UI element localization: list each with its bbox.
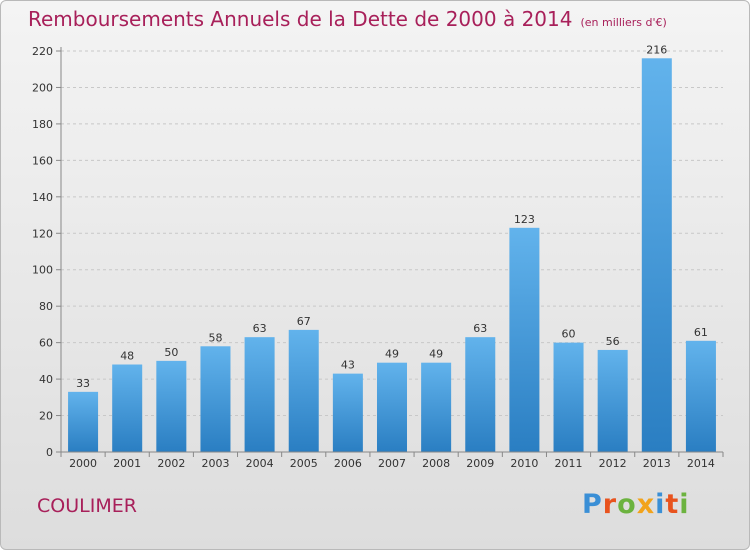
bar [509,227,540,452]
bar [112,364,143,452]
bars: 33 48 50 58 63 67 43 49 49 63 123 60 56 216 61 [68,43,716,453]
chart-title: Remboursements Annuels de la Dette de 20… [28,7,573,31]
chart-subtitle: (en milliers d'€) [580,16,667,29]
data-label: 63 [473,322,487,335]
logo-letter: i [655,489,666,520]
y-tick-label: 100 [32,264,53,277]
data-label: 216 [646,43,667,56]
y-tick-label: 180 [32,118,53,131]
bar [376,362,408,452]
y-tick-label: 40 [39,373,53,386]
data-label: 61 [694,326,708,339]
y-tick-label: 160 [32,154,53,167]
data-label: 43 [341,359,355,372]
title-row: Remboursements Annuels de la Dette de 20… [28,7,667,31]
x-tick-label: 2000 [69,457,97,470]
data-label: 56 [606,335,620,348]
x-tick-label: 2009 [466,457,494,470]
x-tick-label: 2006 [334,457,362,470]
bar [421,362,452,452]
data-label: 123 [514,213,535,226]
axes: 0 20 40 60 80 100 120 140 160 180 200 220 2000 2001 20… [32,45,724,470]
logo-letter: o [617,489,637,520]
proxiti-logo: Proxiti [582,489,690,520]
x-tick-label: 2010 [510,457,538,470]
bar [685,340,716,452]
x-tick-label: 2003 [201,457,229,470]
bar [641,58,672,453]
bar [597,349,628,452]
bar [332,373,363,452]
bar [200,346,231,452]
bar [465,337,496,452]
x-tick-label: 2008 [422,457,450,470]
y-tick-label: 120 [32,227,53,240]
x-tick-label: 2013 [643,457,671,470]
bar [156,360,187,452]
y-tick-label: 20 [39,410,53,423]
commune-name: COULIMER [37,495,137,517]
logo-letter: t [665,489,680,520]
y-tick-label: 220 [32,45,53,58]
y-tick-label: 140 [32,191,53,204]
y-tick-label: 0 [46,446,53,459]
data-label: 33 [76,377,90,390]
y-tick-label: 200 [32,81,53,94]
x-tick-label: 2007 [378,457,406,470]
x-tick-label: 2005 [290,457,318,470]
data-label: 58 [208,331,222,344]
logo-letter: x [636,489,656,520]
logo-letter: P [582,489,603,520]
bar [244,337,275,452]
bar [553,342,584,452]
data-label: 49 [385,348,399,361]
bar-chart: 33 48 50 58 63 67 43 49 49 63 123 60 56 216 61 0 20 40 60… [32,43,724,470]
bar [288,329,319,452]
x-tick-label: 2011 [555,457,583,470]
logo-letter: i [679,489,690,520]
y-tick-label: 80 [39,300,53,313]
logo-letter: r [602,489,618,520]
data-label: 63 [253,322,267,335]
data-label: 50 [164,346,178,359]
x-tick-label: 2012 [599,457,627,470]
bar [68,391,99,452]
y-tick-label: 60 [39,337,53,350]
data-label: 67 [297,315,311,328]
x-tick-label: 2004 [246,457,274,470]
data-label: 48 [120,350,134,363]
data-label: 60 [562,328,576,341]
data-label: 49 [429,348,443,361]
x-tick-label: 2002 [157,457,185,470]
x-tick-label: 2001 [113,457,141,470]
x-tick-label: 2014 [687,457,715,470]
